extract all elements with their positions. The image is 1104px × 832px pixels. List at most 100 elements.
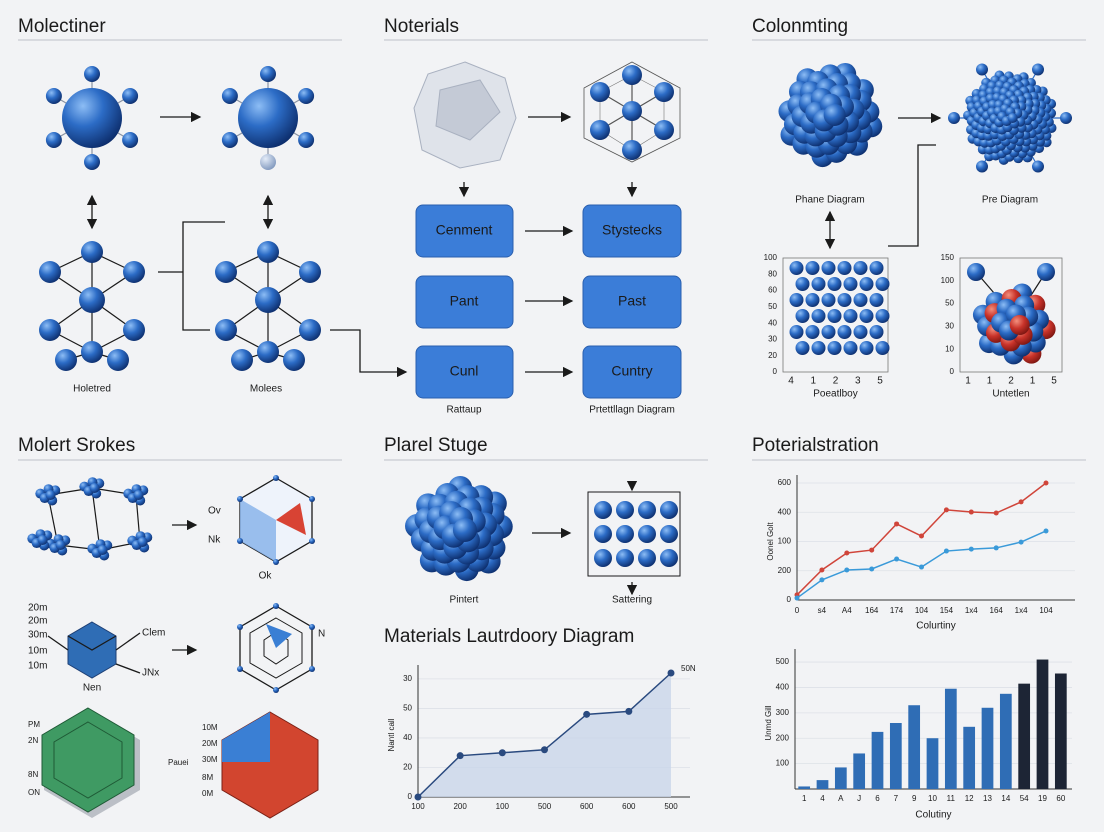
section-title: Noterials <box>384 16 459 37</box>
illustration <box>249 617 303 679</box>
label: N <box>318 629 325 640</box>
box-label: Cenment <box>436 222 493 238</box>
ball <box>590 82 610 102</box>
label: Nk <box>208 535 221 546</box>
y-tick-label: 0 <box>773 367 778 376</box>
line <box>796 482 1047 596</box>
y-tick-label: 10 <box>945 344 954 353</box>
x-tick-label: 154 <box>940 606 954 615</box>
ball <box>299 261 321 283</box>
ball <box>590 120 610 140</box>
y-tick-label: 60 <box>768 286 777 295</box>
annotation: 50N <box>681 664 696 673</box>
ball <box>622 101 642 121</box>
x-tick-label: 10 <box>928 794 937 803</box>
ball <box>1032 63 1044 76</box>
line <box>796 530 1047 599</box>
ball <box>859 277 874 291</box>
ball <box>827 341 842 355</box>
point <box>541 746 548 754</box>
ball <box>89 483 100 493</box>
illustration <box>266 624 292 648</box>
ball <box>452 518 477 542</box>
ball <box>654 120 674 140</box>
section-title: Colonmting <box>752 16 848 37</box>
point <box>943 507 949 513</box>
point <box>869 566 875 572</box>
x-tick-label: 1 <box>802 794 807 803</box>
x-tick-label: 19 <box>1038 794 1047 803</box>
section-title: Poterialstration <box>752 435 879 456</box>
ball <box>789 293 804 307</box>
box-label: Cuntry <box>611 363 652 379</box>
ball <box>837 293 852 307</box>
ball <box>594 525 612 543</box>
box-labels: Cenment Stystecks Pant Past Cunl Cuntry <box>436 222 662 379</box>
x-tick-label: 500 <box>538 802 552 811</box>
y-axis-label: Nantl call <box>387 718 396 751</box>
y-tick-label: 100 <box>764 253 778 262</box>
x-tick-label: 54 <box>1020 794 1029 803</box>
arrows <box>86 111 942 656</box>
ball <box>39 319 61 341</box>
y-tick-label: 0 <box>787 595 792 604</box>
ball <box>238 88 298 148</box>
ball <box>221 132 238 148</box>
bar <box>1018 683 1031 789</box>
illustration <box>587 491 681 577</box>
ball <box>79 287 105 313</box>
x-tick-label: 164 <box>990 606 1004 615</box>
illustration <box>959 257 1063 373</box>
ball <box>237 624 243 630</box>
x-tick-label: 13 <box>983 794 992 803</box>
point <box>968 546 974 552</box>
ball <box>215 261 237 283</box>
ball <box>805 261 820 275</box>
materials-boxes <box>582 275 682 329</box>
strokes-labels: Ov Nk Ok 20m 20m 30m 10m 10m Clem JNx Ne… <box>28 506 325 798</box>
x-tick-label: 2 <box>833 376 839 387</box>
chart-title: Materials Lautrdoory Diagram <box>384 626 634 647</box>
ball <box>660 549 678 567</box>
ball <box>55 349 77 371</box>
y-tick-label: 200 <box>776 733 790 742</box>
label: 10M <box>202 723 218 732</box>
point <box>993 545 999 551</box>
point <box>869 547 875 553</box>
ball <box>869 325 884 339</box>
ball <box>875 277 890 291</box>
ball <box>273 559 279 565</box>
ball <box>875 309 890 323</box>
ball <box>55 540 66 550</box>
ball <box>122 132 139 148</box>
y-tick-label: 40 <box>403 733 412 742</box>
label: Ov <box>208 506 221 517</box>
ball <box>795 309 810 323</box>
bar <box>871 731 884 789</box>
ball <box>843 341 858 355</box>
x-tick-label: 11 <box>947 794 956 803</box>
ball <box>821 261 836 275</box>
ball <box>97 545 108 555</box>
bar <box>816 780 829 789</box>
section-rules <box>18 39 1086 461</box>
illustration <box>27 61 1072 819</box>
ball <box>811 341 826 355</box>
caption: Prtettllagn Diagram <box>589 405 675 416</box>
x-tick-label: 6 <box>875 794 880 803</box>
materials-boxes <box>582 204 682 258</box>
label: 0M <box>202 789 213 798</box>
point <box>1018 539 1024 545</box>
ball <box>237 538 243 544</box>
ball <box>616 525 634 543</box>
ball <box>123 261 145 283</box>
point <box>583 710 591 718</box>
ball <box>137 537 148 547</box>
x-tick-label: 12 <box>965 794 974 803</box>
label: Pauei <box>168 758 189 767</box>
ball <box>84 66 100 82</box>
x-tick-label: 2 <box>1008 376 1014 387</box>
illustration <box>263 631 289 665</box>
